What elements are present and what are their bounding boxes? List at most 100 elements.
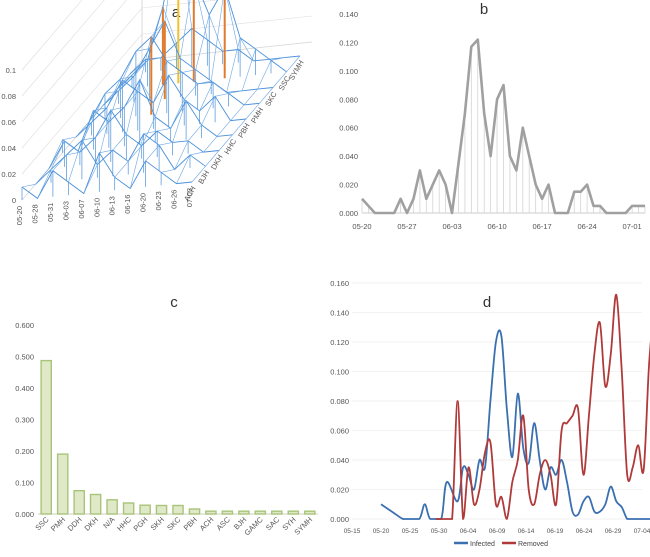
d-x-tick-label: 07-04 (634, 528, 650, 535)
a-x-tick-label: 06-26 (170, 190, 179, 209)
d-x-tick-label: 06-19 (547, 528, 564, 535)
d-y-tick-label: 0.100 (330, 368, 349, 377)
a-surface-col-line (21, 73, 131, 188)
b-x-tick-label: 06-24 (578, 222, 597, 231)
a-surface-col-line (114, 13, 223, 178)
c-bar (122, 502, 135, 515)
c-bar (287, 510, 300, 515)
a-z-gridline (21, 0, 105, 97)
d-y-tick-label: 0.020 (330, 486, 349, 495)
b-y-tick-label: 0.040 (339, 152, 358, 161)
a-z-tick-label: 0.1 (6, 66, 16, 75)
c-x-tick-label: SAC (264, 515, 282, 533)
c-x-tick-label: SKC (165, 515, 183, 533)
b-y-tick-label: 0.080 (339, 95, 358, 104)
a-z-gridline (21, 0, 83, 71)
panel-d-line-chart: 0.000 0.020 0.040 0.060 0.080 0.100 0.120 0.140… (330, 279, 650, 548)
a-x-tick-label: 05-31 (46, 203, 55, 222)
b-y-tick-label: 0.060 (339, 124, 358, 133)
a-depth-tick-label: DKH (209, 153, 225, 171)
panel-b-area-chart: 0.000 0.020 0.040 0.060 0.080 0.100 0.120 0.140… (339, 10, 646, 231)
a-depth-tick-label: PBH (236, 122, 252, 140)
c-x-tick-label: N/A (101, 515, 116, 530)
a-z-gridline (21, 0, 127, 123)
c-x-tick-label: PBH (182, 515, 199, 532)
b-y-tick-label: 0.000 (339, 209, 358, 218)
a-z-tick-label: 0.08 (1, 92, 16, 101)
b-x-tick-label: 07-01 (623, 222, 642, 231)
a-surface-col-line (68, 5, 177, 183)
panel-a-label: a (172, 4, 181, 21)
d-y-tick-label: 0.120 (330, 338, 349, 347)
c-bar (73, 490, 85, 515)
panel-c-bar-chart: 0.000 0.100 0.200 0.300 0.400 0.500 0.600 SSCPM… (15, 321, 318, 537)
c-bar (40, 359, 52, 515)
c-bar (56, 453, 69, 515)
a-z-tick-label: 0 (12, 196, 16, 205)
d-x-tick-label: 05-20 (373, 528, 390, 535)
d-x-tick-label: 06-29 (605, 528, 622, 535)
a-x-tick-label: 05-20 (15, 206, 24, 225)
c-x-tick-label: SKH (149, 515, 166, 532)
a-surface-col-line (99, 0, 208, 154)
a-surface-row-line (21, 151, 193, 200)
b-y-tick-label: 0.100 (339, 67, 358, 76)
d-x-tick-label: 06-24 (576, 528, 593, 535)
d-y-tick-label: 0.000 (330, 515, 349, 524)
c-y-tick-label: 0.400 (15, 384, 34, 393)
a-depth-tick-label: ACH (182, 185, 198, 203)
c-bar (106, 499, 118, 515)
a-x-tick-label: 06-03 (61, 201, 70, 220)
c-bar (89, 493, 102, 515)
a-surface-col-line (83, 0, 193, 194)
c-x-tick-label: SSC (33, 515, 51, 533)
b-x-tick-label: 05-20 (352, 222, 371, 231)
d-y-tick-label: 0.080 (330, 397, 349, 406)
a-surface-row-line (89, 35, 260, 122)
b-y-tick-label: 0.140 (339, 10, 358, 19)
d-y-tick-label: 0.140 (330, 309, 349, 318)
d-y-tick-label: 0.160 (330, 279, 349, 288)
c-y-tick-label: 0.000 (15, 510, 34, 519)
panel-d-label: d (483, 294, 491, 311)
c-x-tick-label: GAMC (242, 515, 265, 538)
c-y-tick-label: 0.200 (15, 447, 34, 456)
a-x-tick-label: 06-10 (92, 198, 101, 217)
a-surface-row-line (35, 133, 206, 185)
d-x-tick-label: 06-09 (489, 528, 506, 535)
a-depth-tick-label: SKC (263, 89, 279, 107)
d-legend-label: Infected (470, 541, 495, 548)
c-x-tick-label: HHC (115, 515, 133, 533)
c-x-tick-label: PGH (132, 515, 150, 533)
c-x-tick-label: ASC (215, 515, 233, 533)
d-series-infected-line (380, 329, 650, 520)
a-surface-col-line (191, 55, 301, 183)
c-y-tick-label: 0.500 (15, 353, 34, 362)
d-x-tick-label: 06-04 (460, 528, 477, 535)
d-series-removed-line (435, 293, 650, 520)
a-surface-col-line (37, 59, 146, 199)
a-surface-col-line (145, 36, 254, 162)
a-x-tick-label: 06-20 (139, 193, 148, 212)
panel-c-label: c (170, 294, 178, 311)
a-surface-row-line (102, 19, 274, 106)
c-x-tick-label: DDH (66, 515, 84, 533)
d-x-tick-label: 05-25 (402, 528, 419, 535)
a-surface-row-line (62, 78, 233, 152)
a-surface-row-line (129, 27, 301, 75)
panel-a-surface-chart: 0 0.02 0.04 0.06 0.08 0.1 05-20 05-28 05-31 06-03… (1, 0, 313, 225)
a-surface-col-line (129, 0, 239, 189)
c-x-tick-label: DKH (82, 515, 100, 533)
a-x-tick-label: 06-13 (108, 196, 117, 215)
c-y-tick-label: 0.600 (15, 321, 34, 330)
b-x-tick-label: 06-10 (487, 222, 506, 231)
a-z-tick-label: 0.04 (1, 144, 16, 153)
c-bar (155, 504, 168, 515)
d-legend-label: Removed (518, 541, 548, 548)
a-depth-tick-label: HHC (222, 137, 238, 156)
a-depth-tick-label: SYMH (287, 59, 306, 82)
panel-b-label: b (480, 1, 488, 18)
c-bar (304, 510, 316, 515)
c-bar (221, 510, 234, 515)
